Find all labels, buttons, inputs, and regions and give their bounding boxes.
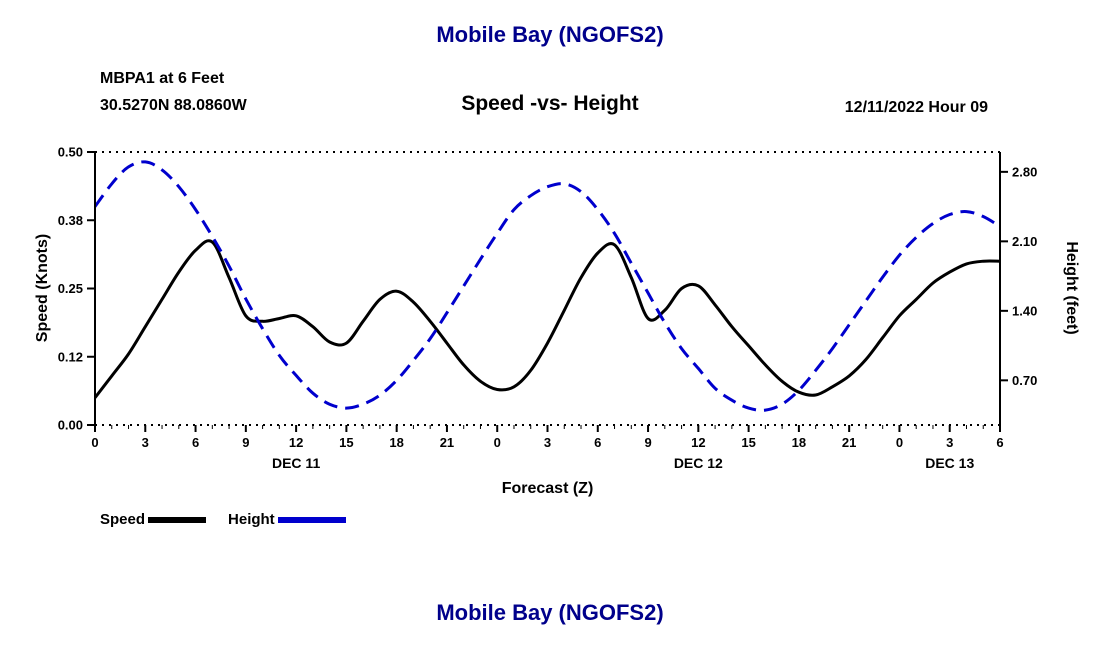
x-tick-label: 6 — [996, 435, 1003, 450]
x-tick-label: 9 — [242, 435, 249, 450]
left-tick-label: 0.25 — [58, 281, 83, 296]
left-axis-title: Speed (Knots) — [34, 234, 51, 342]
station-coordinates-label: 30.5270N 88.0860W — [100, 97, 247, 114]
x-tick-label: 0 — [896, 435, 903, 450]
left-tick-label: 0.50 — [58, 145, 83, 160]
x-tick-label: 3 — [544, 435, 551, 450]
x-tick-label: 3 — [142, 435, 149, 450]
legend-height-line-swatch — [277, 516, 346, 523]
legend-height-label: Height — [228, 511, 275, 528]
left-tick-label: 0.00 — [58, 418, 83, 433]
x-tick-label: 9 — [644, 435, 651, 450]
x-tick-label: 3 — [946, 435, 953, 450]
height-curve — [95, 160, 1000, 412]
right-tick-label: 1.40 — [1012, 303, 1037, 318]
left-tick-label: 0.38 — [58, 213, 83, 228]
chart-subtitle: Speed -vs- Height — [461, 92, 639, 115]
right-tick-label: 2.80 — [1012, 164, 1037, 179]
forecast-datetime-label: 12/11/2022 Hour 09 — [844, 99, 988, 116]
legend-speed-label: Speed — [100, 511, 146, 528]
day-label: DEC 13 — [925, 455, 974, 471]
page-title: Mobile Bay (NGOFS2) — [436, 22, 664, 47]
right-tick-label: 0.70 — [1012, 373, 1037, 388]
x-axis-title: Forecast (Z) — [502, 480, 594, 497]
x-tick-label: 15 — [741, 435, 755, 450]
x-tick-label: 12 — [289, 435, 303, 450]
x-tick-label: 21 — [440, 435, 454, 450]
x-tick-label: 6 — [192, 435, 199, 450]
day-label: DEC 11 — [272, 455, 320, 471]
legend-speed-line-swatch — [148, 516, 207, 523]
left-tick-label: 0.12 — [58, 349, 83, 364]
speed-height-plot: 0 3 6 9 12 15 18 21 0 3 6 9 12 15 18 21 0 3 6 DEC 11 DEC 12 D… — [34, 145, 1080, 498]
chart-legend: Speed Height — [100, 511, 346, 528]
x-tick-label: 0 — [91, 435, 98, 450]
second-chart-title: Mobile Bay (NGOFS2) — [436, 600, 664, 625]
x-tick-label: 21 — [842, 435, 856, 450]
station-name-label: MBPA1 at 6 Feet — [100, 70, 225, 87]
speed-curve — [95, 239, 1000, 399]
x-tick-label: 18 — [792, 435, 806, 450]
x-tick-label: 6 — [594, 435, 601, 450]
x-tick-label: 12 — [691, 435, 705, 450]
right-tick-label: 2.10 — [1012, 234, 1037, 249]
x-tick-label: 0 — [494, 435, 501, 450]
series-group — [95, 160, 1000, 412]
day-label: DEC 12 — [674, 455, 723, 471]
x-tick-label: 15 — [339, 435, 353, 450]
x-tick-label: 18 — [389, 435, 403, 450]
right-axis-title: Height (feet) — [1063, 241, 1080, 334]
